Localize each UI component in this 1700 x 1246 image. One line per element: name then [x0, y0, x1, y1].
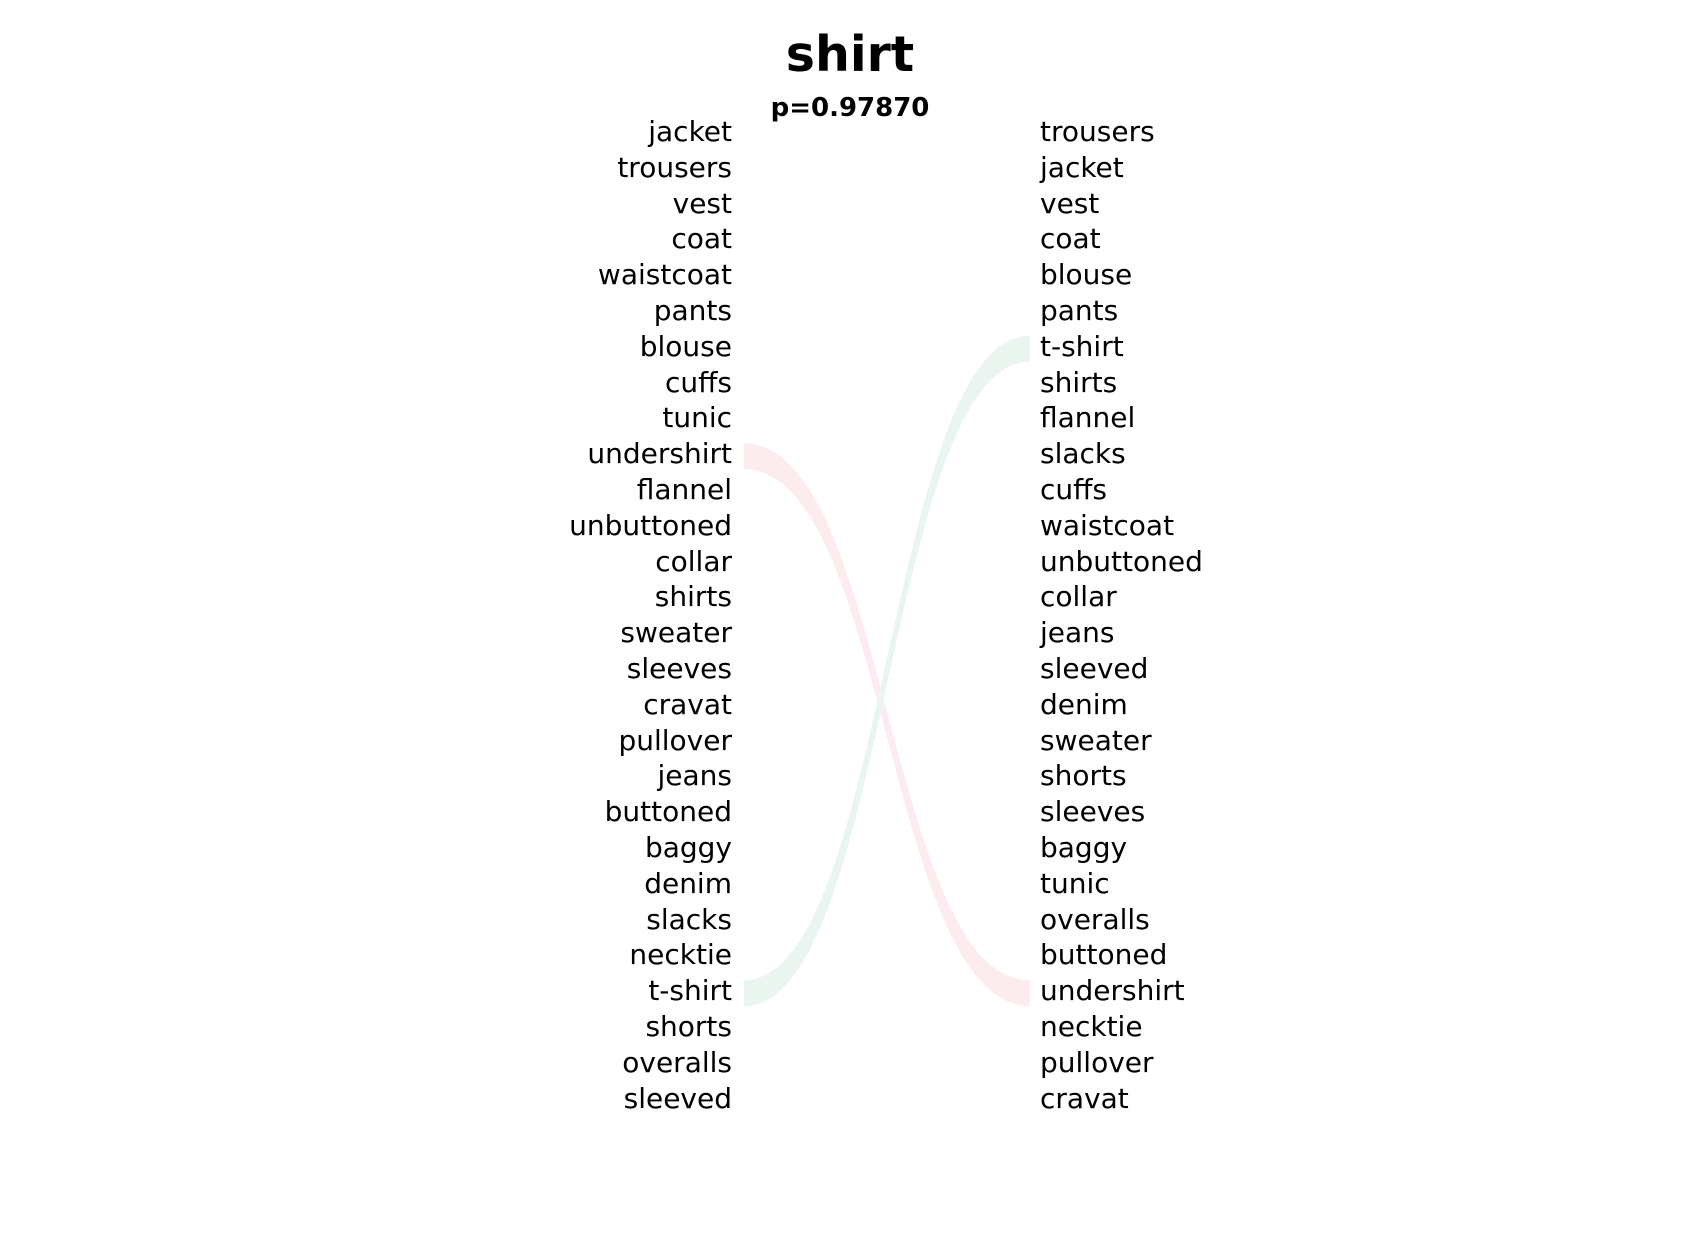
right-word-jeans: jeans: [1040, 616, 1115, 650]
right-word-jacket: jacket: [1040, 150, 1124, 184]
right-word-tunic: tunic: [1040, 866, 1110, 900]
left-word-sleeves: sleeves: [626, 652, 732, 685]
left-word-trousers: trousers: [617, 150, 732, 184]
right-word-slacks: slacks: [1040, 437, 1126, 471]
right-word-denim: denim: [1040, 687, 1128, 721]
diagram-subtitle: p=0.97870: [770, 93, 930, 123]
left-word-shirts: shirts: [654, 580, 732, 614]
rank-link-undershirt: [744, 443, 1030, 1007]
right-word-pullover: pullover: [1040, 1045, 1154, 1079]
left-word-jeans: jeans: [657, 759, 733, 793]
diagram-title: shirt: [785, 26, 915, 83]
left-word-blouse: blouse: [639, 329, 732, 363]
right-word-sleeves: sleeves: [1040, 795, 1146, 829]
left-word-slacks: slacks: [646, 902, 732, 936]
left-word-jacket: jacket: [648, 115, 732, 148]
right-word-cuffs: cuffs: [1040, 473, 1108, 506]
right-word-cravat: cravat: [1040, 1081, 1129, 1115]
left-word-vest: vest: [672, 186, 732, 220]
right-word-sleeved: sleeved: [1040, 652, 1149, 685]
right-word-collar: collar: [1040, 580, 1117, 614]
right-word-coat: coat: [1040, 222, 1101, 256]
left-word-shorts: shorts: [645, 1010, 732, 1043]
left-word-t-shirt: t-shirt: [648, 974, 732, 1008]
left-word-unbuttoned: unbuttoned: [569, 508, 732, 542]
left-word-tunic: tunic: [662, 401, 732, 435]
right-word-shirts: shirts: [1040, 365, 1118, 399]
right-word-trousers: trousers: [1040, 115, 1155, 148]
left-word-pants: pants: [653, 294, 732, 327]
right-word-overalls: overalls: [1040, 902, 1150, 936]
right-word-sweater: sweater: [1040, 723, 1152, 757]
left-word-baggy: baggy: [644, 831, 732, 864]
right-word-unbuttoned: unbuttoned: [1040, 544, 1203, 578]
left-word-flannel: flannel: [636, 473, 732, 506]
right-word-shorts: shorts: [1040, 759, 1127, 793]
left-word-sweater: sweater: [620, 616, 732, 650]
right-word-necktie: necktie: [1040, 1010, 1143, 1043]
left-word-buttoned: buttoned: [604, 795, 732, 829]
right-word-pants: pants: [1040, 294, 1119, 327]
left-word-undershirt: undershirt: [587, 437, 732, 471]
left-word-waistcoat: waistcoat: [597, 258, 732, 292]
right-word-blouse: blouse: [1040, 258, 1133, 292]
left-word-collar: collar: [655, 544, 732, 578]
right-word-waistcoat: waistcoat: [1040, 508, 1175, 542]
left-word-sleeved: sleeved: [623, 1081, 732, 1115]
left-word-denim: denim: [644, 866, 732, 900]
right-word-flannel: flannel: [1040, 401, 1136, 435]
left-word-pullover: pullover: [618, 723, 732, 757]
left-word-cuffs: cuffs: [664, 365, 732, 399]
right-word-t-shirt: t-shirt: [1040, 329, 1124, 363]
left-word-overalls: overalls: [622, 1045, 732, 1079]
right-word-buttoned: buttoned: [1040, 938, 1168, 972]
left-word-necktie: necktie: [629, 938, 732, 972]
left-word-coat: coat: [671, 222, 732, 256]
rank-link-t-shirt: [744, 335, 1030, 1007]
right-word-undershirt: undershirt: [1040, 974, 1185, 1008]
right-word-vest: vest: [1040, 186, 1100, 220]
right-word-baggy: baggy: [1040, 831, 1128, 864]
left-word-cravat: cravat: [643, 687, 732, 721]
